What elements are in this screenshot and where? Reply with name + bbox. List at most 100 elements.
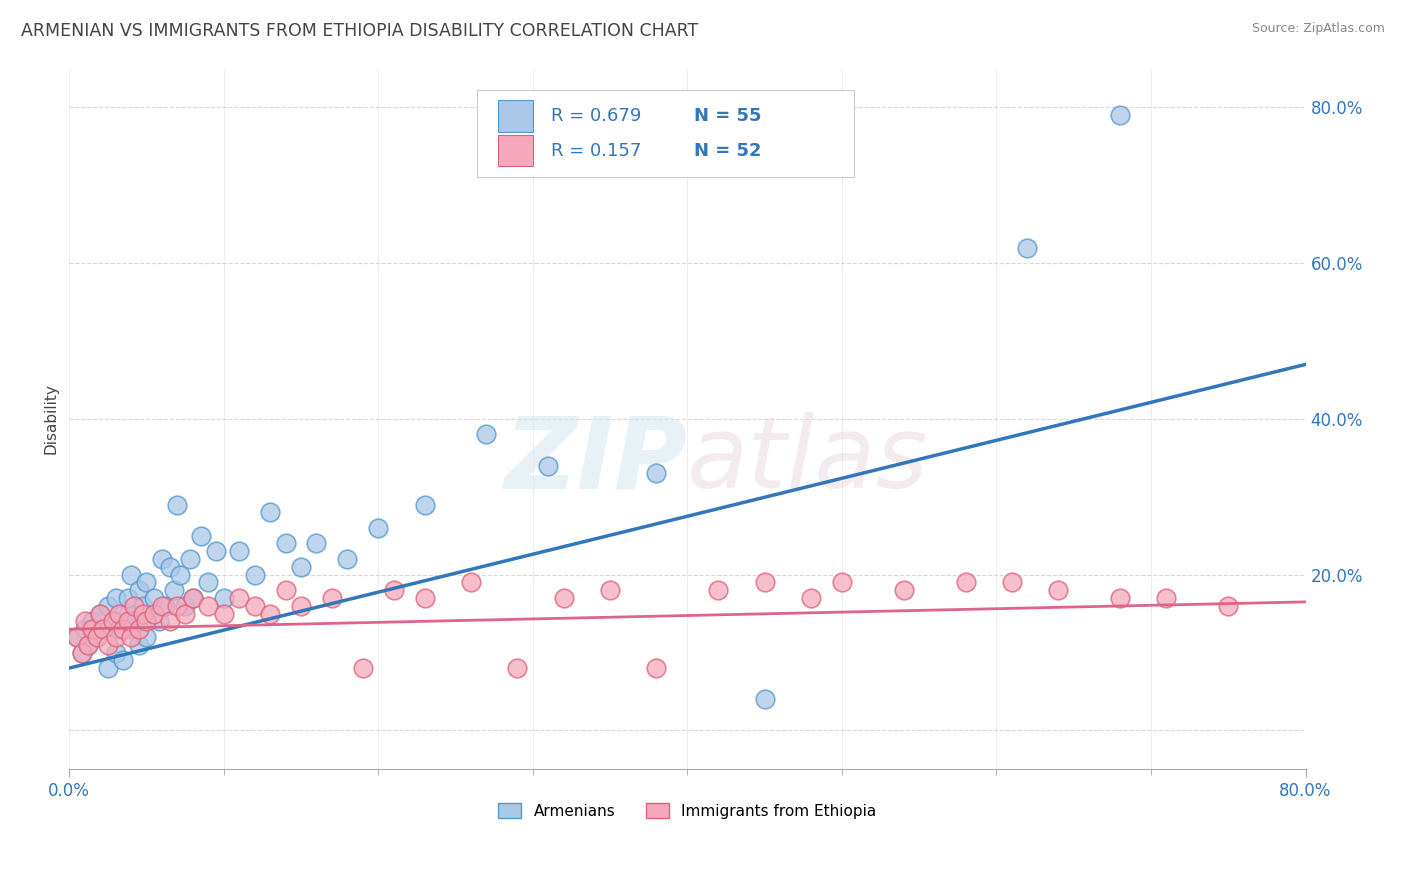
Point — [120, 567, 142, 582]
Point — [506, 661, 529, 675]
FancyBboxPatch shape — [477, 89, 855, 178]
Point — [117, 615, 139, 629]
Point — [97, 638, 120, 652]
Point — [460, 575, 482, 590]
Point — [73, 622, 96, 636]
Point — [82, 615, 104, 629]
Point — [179, 552, 201, 566]
Point — [107, 622, 129, 636]
Point — [112, 653, 135, 667]
Point — [101, 615, 124, 629]
Point — [537, 458, 560, 473]
Point — [228, 591, 250, 605]
Y-axis label: Disability: Disability — [44, 384, 58, 454]
Point — [143, 607, 166, 621]
Point — [117, 591, 139, 605]
Point — [1218, 599, 1240, 613]
Point — [754, 575, 776, 590]
Point — [159, 615, 181, 629]
Point — [1109, 591, 1132, 605]
Point — [107, 607, 129, 621]
Point — [122, 615, 145, 629]
Text: N = 52: N = 52 — [693, 142, 761, 160]
Point — [1109, 108, 1132, 122]
Point — [259, 607, 281, 621]
Legend: Armenians, Immigrants from Ethiopia: Armenians, Immigrants from Ethiopia — [492, 797, 883, 825]
Point — [321, 591, 343, 605]
Point — [135, 615, 157, 629]
Point — [150, 599, 173, 613]
Point — [66, 630, 89, 644]
Text: N = 55: N = 55 — [693, 107, 761, 125]
Point — [290, 599, 312, 613]
Point — [91, 622, 114, 636]
Point — [1017, 241, 1039, 255]
Point — [599, 583, 621, 598]
Point — [1001, 575, 1024, 590]
Point — [174, 599, 197, 613]
Point — [212, 607, 235, 621]
Point — [413, 591, 436, 605]
Point — [97, 599, 120, 613]
Point — [66, 630, 89, 644]
Point — [181, 591, 204, 605]
Bar — [498, 135, 533, 166]
Point — [120, 630, 142, 644]
Point — [190, 529, 212, 543]
Point — [82, 622, 104, 636]
Point — [148, 615, 170, 629]
Point — [754, 692, 776, 706]
Point — [707, 583, 730, 598]
Point — [955, 575, 977, 590]
Point — [831, 575, 853, 590]
Bar — [498, 101, 533, 132]
Point — [112, 622, 135, 636]
Point — [89, 607, 111, 621]
Point — [76, 638, 98, 652]
Point — [91, 622, 114, 636]
Point — [382, 583, 405, 598]
Point — [120, 622, 142, 636]
Point — [97, 661, 120, 675]
Point — [212, 591, 235, 605]
Point — [89, 607, 111, 621]
Point — [553, 591, 575, 605]
Point — [150, 552, 173, 566]
Point — [645, 661, 668, 675]
Point — [413, 498, 436, 512]
Point — [122, 599, 145, 613]
Point — [305, 536, 328, 550]
Text: R = 0.679: R = 0.679 — [551, 107, 641, 125]
Point — [205, 544, 228, 558]
Point — [153, 599, 176, 613]
Point — [352, 661, 374, 675]
Point — [228, 544, 250, 558]
Point — [132, 599, 155, 613]
Point — [86, 630, 108, 644]
Point — [1156, 591, 1178, 605]
Point — [367, 521, 389, 535]
Point — [128, 583, 150, 598]
Point — [166, 599, 188, 613]
Text: R = 0.157: R = 0.157 — [551, 142, 641, 160]
Point — [166, 498, 188, 512]
Point — [128, 638, 150, 652]
Point — [197, 575, 219, 590]
Point — [259, 505, 281, 519]
Point — [1047, 583, 1070, 598]
Text: ZIP: ZIP — [505, 412, 688, 509]
Text: Source: ZipAtlas.com: Source: ZipAtlas.com — [1251, 22, 1385, 36]
Point — [86, 630, 108, 644]
Point — [181, 591, 204, 605]
Point — [76, 638, 98, 652]
Text: atlas: atlas — [688, 412, 929, 509]
Point — [197, 599, 219, 613]
Point — [174, 607, 197, 621]
Point — [104, 630, 127, 644]
Point — [336, 552, 359, 566]
Point — [800, 591, 823, 605]
Point — [475, 427, 498, 442]
Point — [70, 646, 93, 660]
Point — [101, 615, 124, 629]
Point — [893, 583, 915, 598]
